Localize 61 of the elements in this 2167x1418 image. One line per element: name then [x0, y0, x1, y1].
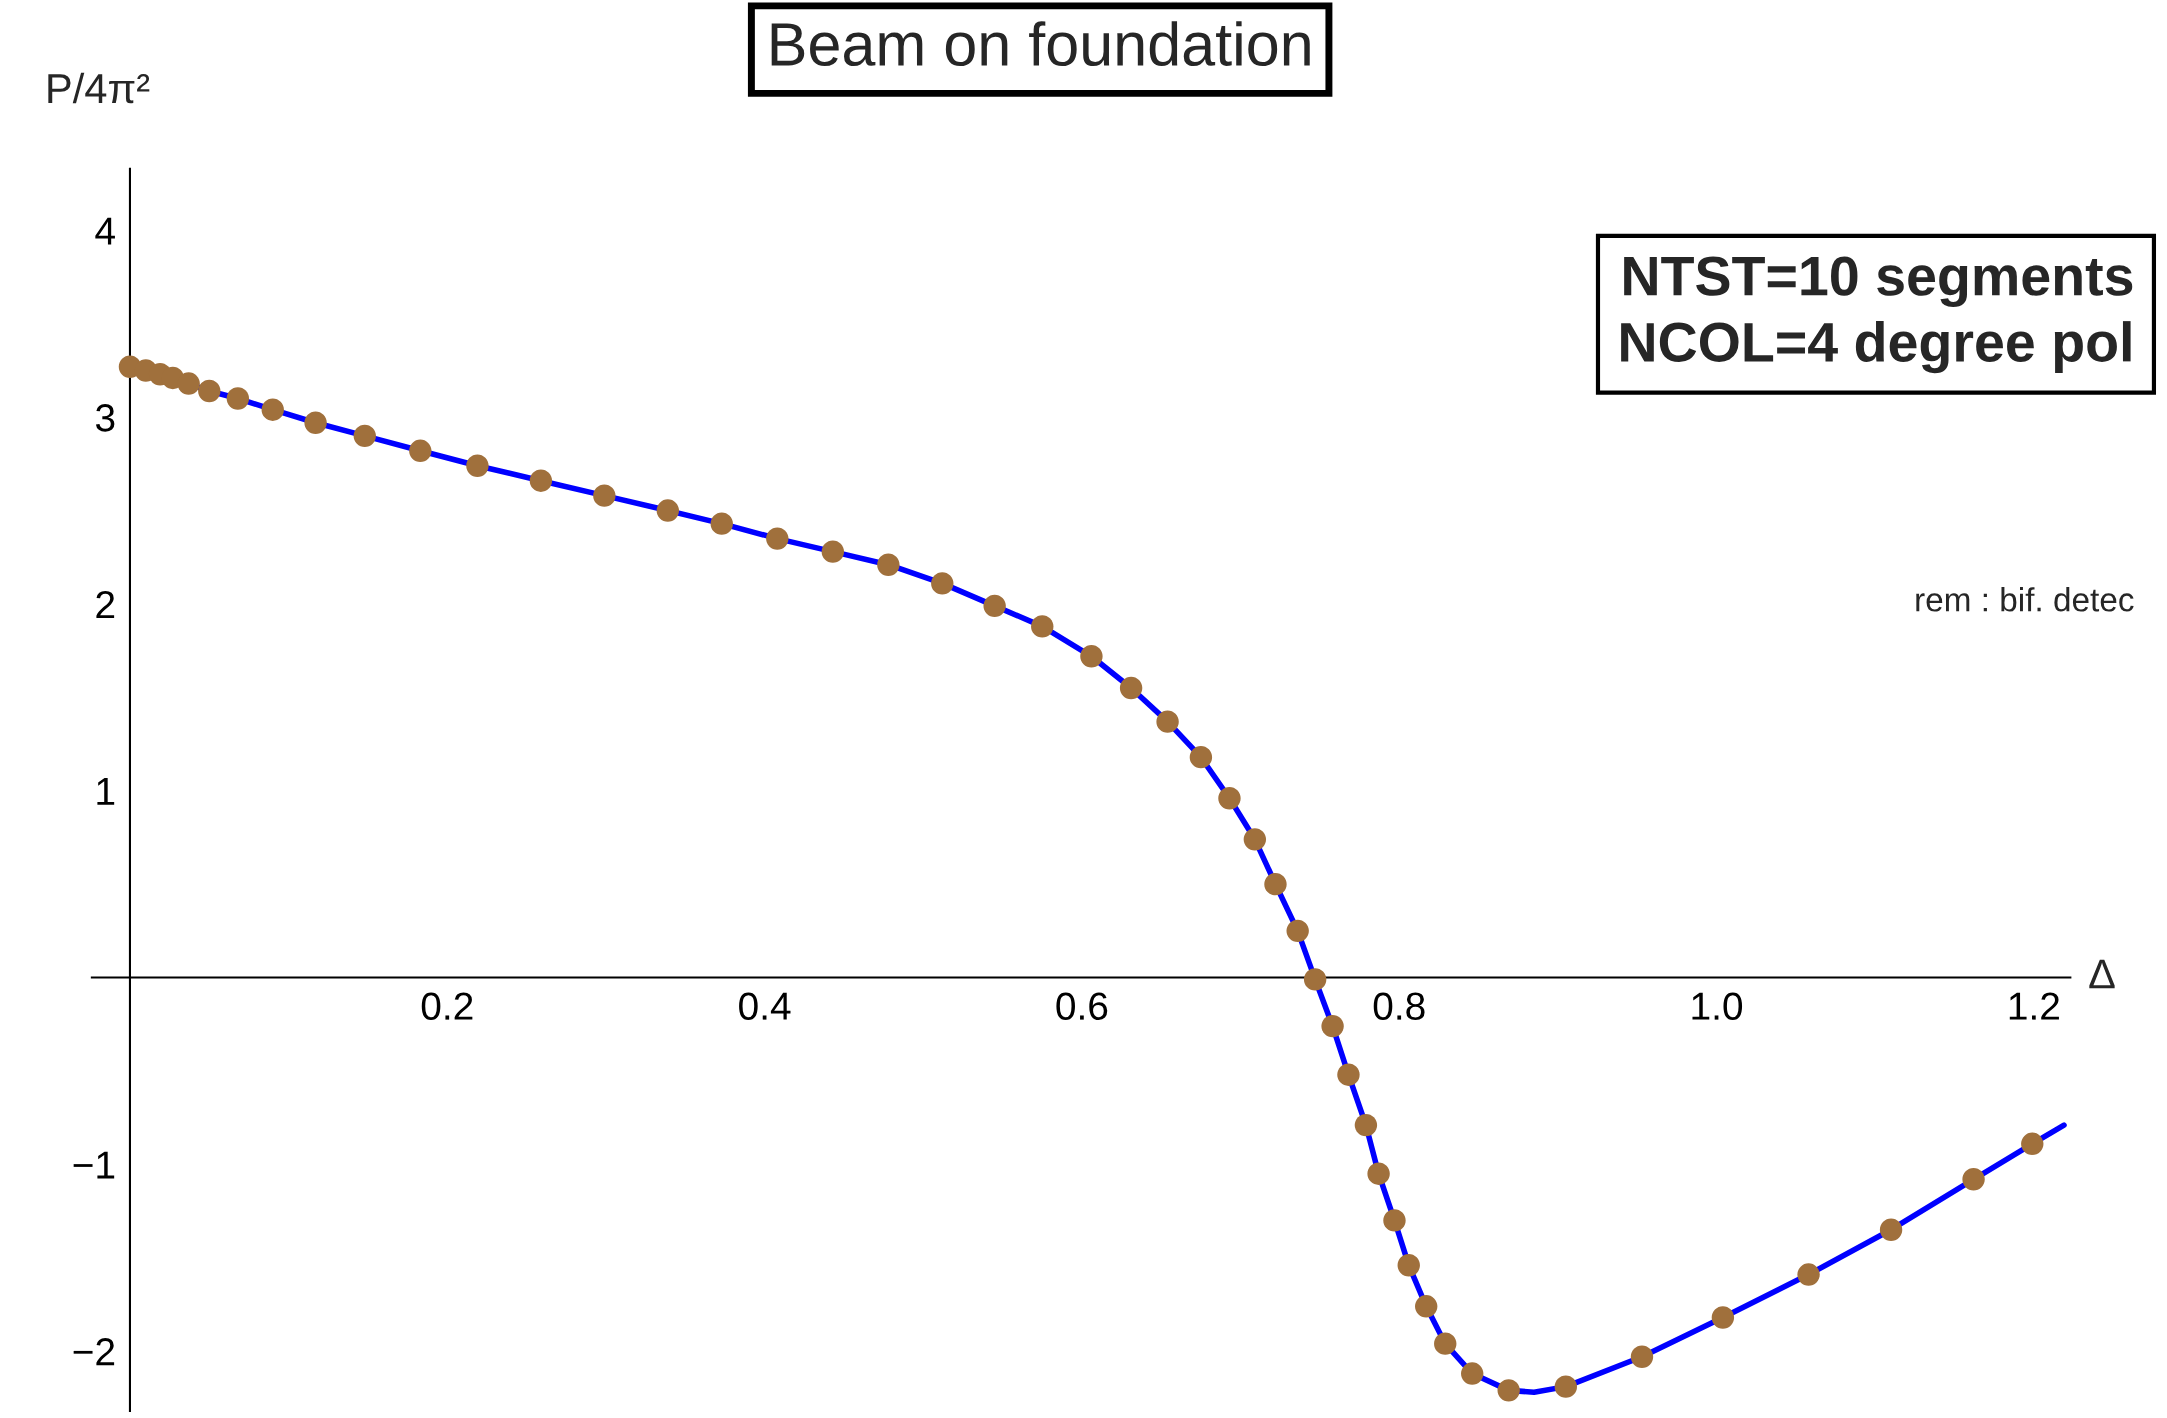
point — [877, 553, 900, 576]
x-tick-label: 0.4 — [739, 992, 791, 1021]
point — [1243, 828, 1267, 851]
point — [1286, 919, 1309, 943]
y-tick-label: 4 — [95, 217, 115, 245]
point — [1461, 1362, 1484, 1385]
point — [710, 512, 733, 535]
point — [821, 540, 845, 563]
point — [226, 387, 250, 410]
x-tick-label: 1.0 — [1692, 992, 1743, 1021]
point — [177, 372, 200, 395]
point — [1264, 872, 1287, 896]
point — [656, 499, 680, 522]
point — [1337, 1063, 1360, 1086]
y-tick-label: 3 — [95, 404, 115, 432]
y-tick-label: 1 — [97, 778, 115, 805]
point — [593, 484, 616, 507]
point — [198, 379, 221, 403]
point — [1962, 1168, 1985, 1191]
point — [1080, 645, 1103, 668]
point — [1434, 1332, 1457, 1355]
annotation: rem : bif. detec — [1916, 587, 2134, 612]
point — [766, 527, 789, 550]
point — [1031, 615, 1054, 638]
point — [1630, 1345, 1654, 1368]
point — [1189, 745, 1213, 769]
point — [304, 411, 327, 434]
point — [353, 424, 376, 448]
x-tick-label: 0.2 — [421, 992, 473, 1021]
point — [931, 572, 954, 595]
x-tick-label: 0.6 — [1056, 992, 1108, 1021]
annotation: NTST=10 segments NCOL=4 degree pol — [1621, 256, 2133, 374]
y-tick-label: −1 — [73, 1151, 115, 1179]
x-tick-label: 1.2 — [2009, 992, 2059, 1020]
point — [1367, 1162, 1390, 1185]
point — [1415, 1295, 1438, 1318]
point — [466, 454, 489, 477]
point — [2021, 1132, 2044, 1155]
point — [1711, 1306, 1735, 1329]
y-axis-title: P/4π² — [48, 72, 150, 104]
x-axis-title: Δ — [2089, 959, 2115, 989]
y-tick-label: −2 — [73, 1338, 115, 1366]
point — [1156, 710, 1179, 733]
point — [1497, 1379, 1520, 1402]
chart-title: Beam on foundation — [771, 21, 1310, 67]
point — [1354, 1113, 1378, 1137]
point — [261, 398, 284, 421]
y-tick-label: 2 — [96, 590, 115, 619]
x-tick-label: 0.8 — [1373, 992, 1425, 1021]
point — [1303, 968, 1327, 991]
point — [409, 439, 432, 462]
point — [1119, 676, 1143, 700]
point — [1797, 1263, 1820, 1286]
point — [1879, 1218, 1903, 1241]
point — [983, 594, 1006, 618]
point — [1321, 1014, 1344, 1038]
point — [1554, 1375, 1578, 1398]
point — [1218, 787, 1241, 810]
point — [1383, 1209, 1406, 1232]
point — [1397, 1254, 1420, 1277]
point — [529, 469, 553, 492]
